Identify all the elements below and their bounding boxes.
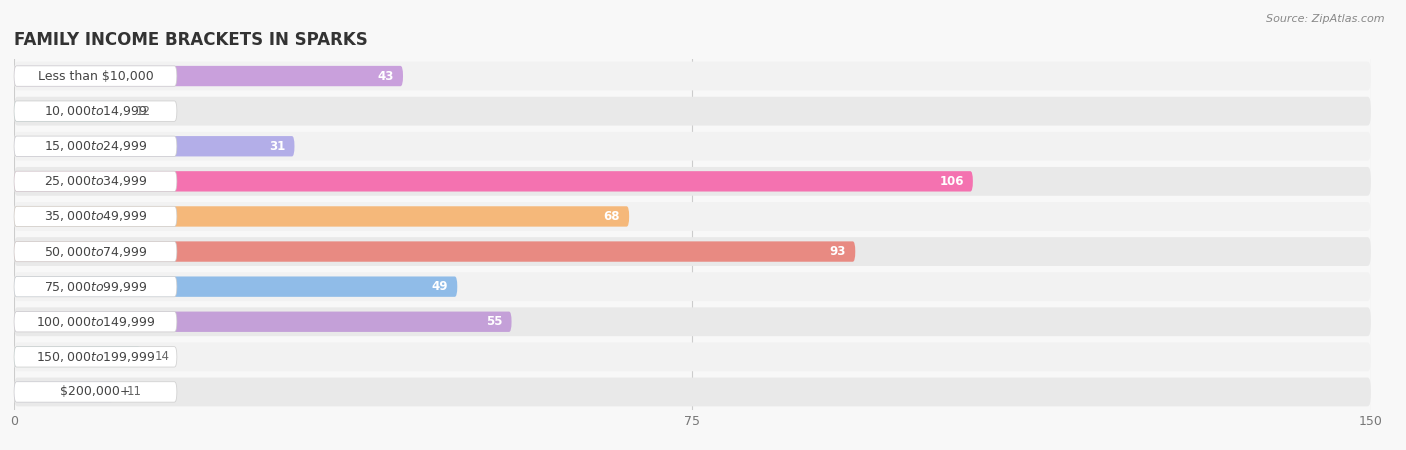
Text: Source: ZipAtlas.com: Source: ZipAtlas.com [1267, 14, 1385, 23]
FancyBboxPatch shape [14, 311, 512, 332]
FancyBboxPatch shape [14, 66, 404, 86]
FancyBboxPatch shape [14, 206, 177, 227]
FancyBboxPatch shape [14, 66, 177, 86]
FancyBboxPatch shape [14, 346, 141, 367]
Text: $50,000 to $74,999: $50,000 to $74,999 [44, 244, 148, 259]
FancyBboxPatch shape [14, 241, 177, 262]
FancyBboxPatch shape [14, 272, 1371, 301]
Text: $150,000 to $199,999: $150,000 to $199,999 [35, 350, 155, 364]
Text: 106: 106 [939, 175, 965, 188]
FancyBboxPatch shape [14, 167, 1371, 196]
FancyBboxPatch shape [14, 307, 1371, 336]
Text: FAMILY INCOME BRACKETS IN SPARKS: FAMILY INCOME BRACKETS IN SPARKS [14, 31, 368, 49]
Text: $100,000 to $149,999: $100,000 to $149,999 [35, 315, 155, 329]
FancyBboxPatch shape [14, 382, 114, 402]
FancyBboxPatch shape [14, 132, 1371, 161]
Text: $35,000 to $49,999: $35,000 to $49,999 [44, 209, 148, 224]
Text: 11: 11 [127, 386, 142, 398]
FancyBboxPatch shape [14, 171, 177, 192]
FancyBboxPatch shape [14, 136, 177, 157]
FancyBboxPatch shape [14, 171, 973, 192]
FancyBboxPatch shape [14, 101, 177, 122]
Text: $25,000 to $34,999: $25,000 to $34,999 [44, 174, 148, 189]
Text: $75,000 to $99,999: $75,000 to $99,999 [44, 279, 148, 294]
FancyBboxPatch shape [14, 202, 1371, 231]
Text: 55: 55 [486, 315, 502, 328]
FancyBboxPatch shape [14, 241, 855, 262]
FancyBboxPatch shape [14, 97, 1371, 126]
FancyBboxPatch shape [14, 276, 457, 297]
FancyBboxPatch shape [14, 346, 177, 367]
Text: 43: 43 [378, 70, 394, 82]
Text: 68: 68 [603, 210, 620, 223]
FancyBboxPatch shape [14, 62, 1371, 90]
Text: 49: 49 [432, 280, 449, 293]
Text: $15,000 to $24,999: $15,000 to $24,999 [44, 139, 148, 153]
Text: 12: 12 [136, 105, 152, 117]
FancyBboxPatch shape [14, 311, 177, 332]
Text: 14: 14 [155, 351, 169, 363]
FancyBboxPatch shape [14, 276, 177, 297]
FancyBboxPatch shape [14, 378, 1371, 406]
Text: $10,000 to $14,999: $10,000 to $14,999 [44, 104, 148, 118]
FancyBboxPatch shape [14, 382, 177, 402]
Text: Less than $10,000: Less than $10,000 [38, 70, 153, 82]
Text: 31: 31 [269, 140, 285, 153]
Text: 93: 93 [830, 245, 846, 258]
FancyBboxPatch shape [14, 237, 1371, 266]
Text: $200,000+: $200,000+ [60, 386, 131, 398]
FancyBboxPatch shape [14, 136, 294, 157]
FancyBboxPatch shape [14, 206, 628, 227]
FancyBboxPatch shape [14, 101, 122, 122]
FancyBboxPatch shape [14, 342, 1371, 371]
